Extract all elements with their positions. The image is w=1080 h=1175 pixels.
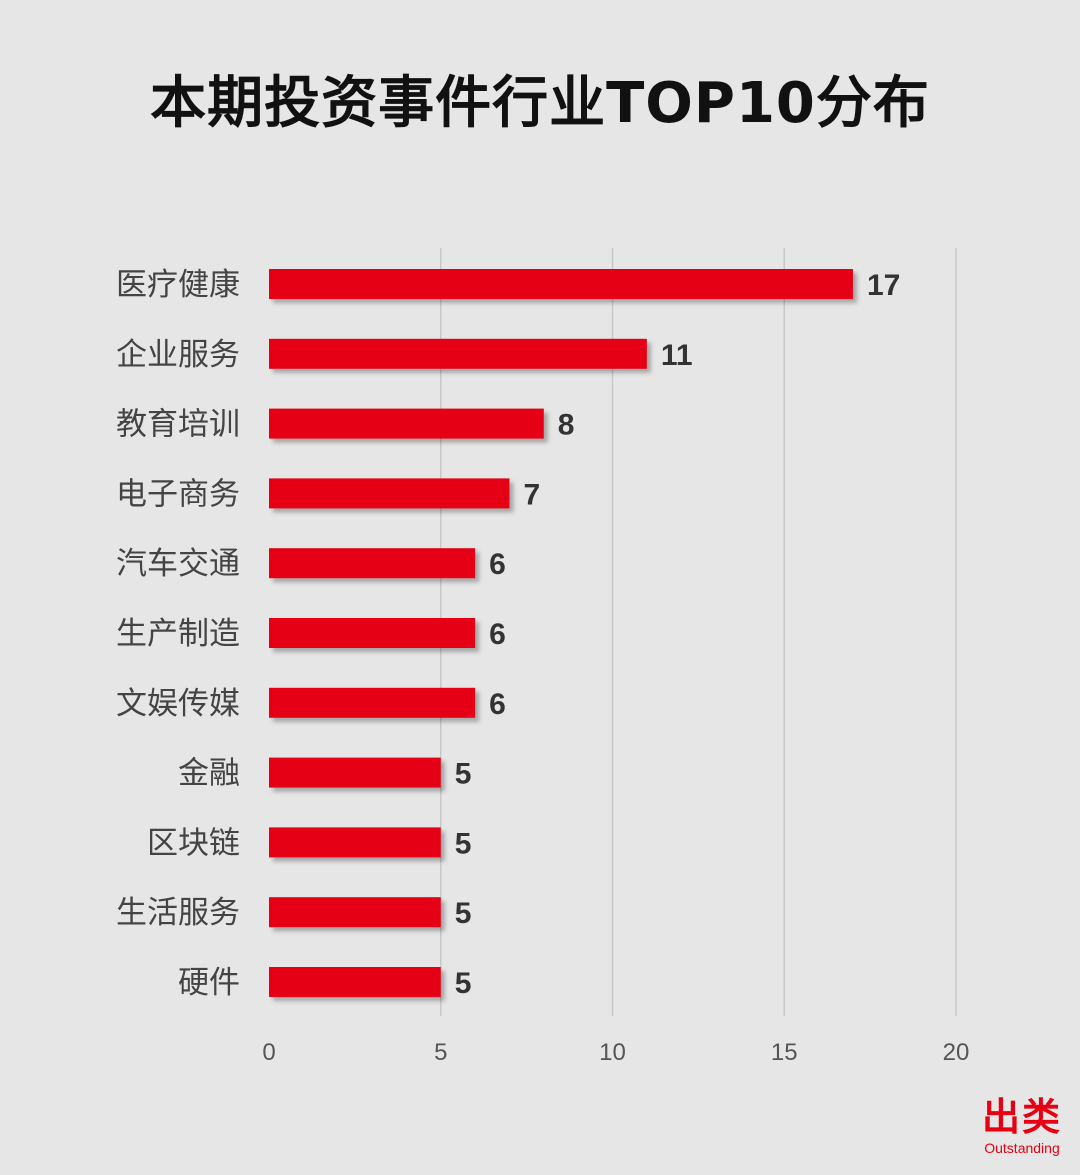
bar	[269, 478, 510, 509]
value-label: 6	[489, 618, 506, 651]
bar	[269, 408, 544, 439]
category-label: 医疗健康	[116, 267, 240, 303]
x-tick-label: 20	[943, 1039, 970, 1066]
brand-tagline: Outstanding	[984, 1140, 1060, 1157]
x-axis-ticks: 0 5 10 15 20	[262, 1039, 969, 1066]
x-tick-label: 0	[262, 1039, 275, 1066]
value-label: 6	[489, 688, 506, 721]
value-label: 6	[489, 548, 506, 581]
bar	[269, 897, 441, 928]
category-label: 生产制造	[116, 616, 240, 652]
value-label: 8	[558, 409, 575, 442]
category-label: 教育培训	[116, 407, 240, 443]
value-label: 17	[867, 269, 900, 302]
bar	[269, 827, 441, 858]
bar	[269, 618, 476, 648]
bar	[269, 967, 441, 997]
category-label: 汽车交通	[116, 546, 240, 582]
value-label: 5	[455, 897, 472, 930]
x-tick-label: 10	[599, 1039, 626, 1066]
category-label: 文娱传媒	[116, 686, 240, 722]
bar	[269, 269, 853, 299]
chart-title: 本期投资事件行业TOP10分布	[150, 71, 930, 136]
value-label: 7	[523, 478, 540, 511]
bar-chart: 医疗健康企业服务教育培训电子商务汽车交通生产制造文娱传媒金融区块链生活服务硬件 …	[116, 248, 969, 1066]
value-label: 5	[455, 967, 472, 1000]
value-labels: 17 11 8 7 6 6 6 5 5 5 5	[455, 269, 901, 1000]
bar	[269, 687, 476, 718]
category-label: 硬件	[178, 965, 240, 1001]
grid-lines	[440, 248, 957, 1016]
brand-logo: 出类 Outstanding	[982, 1098, 1062, 1157]
category-label: 电子商务	[116, 476, 240, 512]
bar	[269, 548, 476, 579]
category-label: 金融	[178, 756, 240, 792]
value-label: 5	[455, 758, 472, 791]
value-label: 5	[455, 827, 472, 860]
bar	[269, 338, 647, 369]
category-label: 生活服务	[116, 895, 240, 931]
category-label: 区块链	[147, 825, 240, 861]
bar	[269, 757, 441, 788]
bars	[269, 269, 853, 997]
brand-name: 出类	[981, 1095, 1062, 1140]
x-tick-label: 15	[771, 1039, 798, 1066]
x-tick-label: 5	[434, 1039, 447, 1066]
value-label: 11	[661, 339, 693, 372]
category-label: 企业服务	[116, 337, 240, 373]
